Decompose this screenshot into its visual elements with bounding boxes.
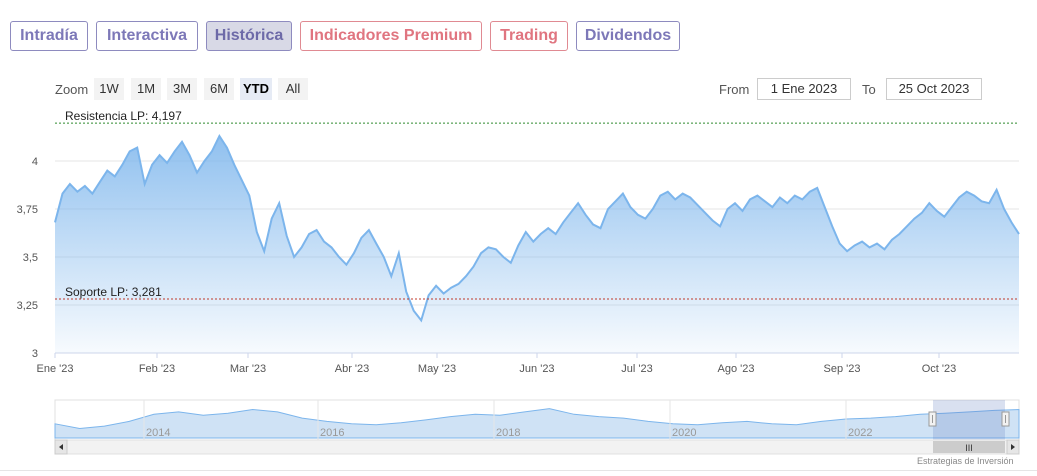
scroll-left-arrow-icon — [59, 444, 63, 450]
zoom-1m-button[interactable]: 1M — [131, 78, 161, 100]
zoom-1w-button[interactable]: 1W — [94, 78, 124, 100]
range-selector: Zoom 1W 1M 3M 6M YTD All From 1 Ene 2023… — [0, 77, 1037, 101]
x-tick-label: Feb '23 — [139, 363, 175, 375]
tab-trading[interactable]: Trading — [490, 21, 568, 51]
price-chart: Resistencia LP: 4,197 Soporte LP: 3,281 … — [17, 109, 1020, 375]
x-tick-label: Ago '23 — [718, 363, 755, 375]
navigator-year-label: 2022 — [848, 427, 872, 439]
x-tick-label: Jul '23 — [621, 363, 652, 375]
tab-dividendos[interactable]: Dividendos — [576, 21, 680, 51]
from-label: From — [719, 82, 750, 97]
zoom-ytd-button[interactable]: YTD — [240, 78, 272, 100]
to-date-input[interactable]: 25 Oct 2023 — [886, 78, 982, 100]
scroll-right-arrow-icon — [1011, 444, 1015, 450]
scrollbar-thumb[interactable] — [933, 441, 1005, 453]
x-tick-label: Abr '23 — [335, 363, 370, 375]
navigator-axis: 2014 2016 2018 2020 2022 — [143, 400, 872, 440]
resistance-label: Resistencia LP: 4,197 — [65, 109, 182, 123]
to-label: To — [862, 82, 876, 97]
series-line — [54, 133, 1020, 323]
navigator: 2014 2016 2018 2020 2022 III — [54, 399, 1020, 455]
navigator-year-label: 2014 — [146, 427, 170, 439]
x-tick-label: Sep '23 — [824, 363, 861, 375]
zoom-3m-button[interactable]: 3M — [167, 78, 197, 100]
y-tick-label: 3,5 — [23, 252, 38, 264]
chart-credit: Estrategias de Inversión — [917, 456, 1014, 466]
y-tick-label: 3,75 — [17, 204, 38, 216]
x-tick-label: Oct '23 — [922, 363, 957, 375]
x-tick-label: Mar '23 — [230, 363, 266, 375]
from-date-input[interactable]: 1 Ene 2023 — [757, 78, 851, 100]
y-tick-label: 3,25 — [17, 300, 38, 312]
navigator-series — [54, 408, 1020, 439]
scrollbar-track[interactable] — [54, 439, 1020, 455]
bottom-divider — [0, 470, 1037, 471]
zoom-label: Zoom — [55, 82, 89, 97]
zoom-all-button[interactable]: All — [278, 78, 308, 100]
navigator-year-label: 2020 — [672, 427, 696, 439]
y-tick-label: 3 — [32, 348, 38, 360]
zoom-6m-button[interactable]: 6M — [204, 78, 234, 100]
tab-historica[interactable]: Histórica — [206, 21, 292, 51]
x-tick-label: Jun '23 — [519, 363, 554, 375]
navigator-selection[interactable] — [933, 400, 1005, 440]
scrollbar-grip-icon: III — [965, 443, 973, 453]
tab-indicadores-premium[interactable]: Indicadores Premium — [300, 21, 482, 51]
support-label: Soporte LP: 3,281 — [65, 285, 162, 299]
x-tick-label: Ene '23 — [37, 363, 74, 375]
y-tick-label: 4 — [32, 156, 38, 168]
tab-intradia[interactable]: Intradía — [10, 21, 88, 51]
tab-interactiva[interactable]: Interactiva — [96, 21, 198, 51]
y-axis: 3 3,25 3,5 3,75 4 — [17, 156, 38, 360]
x-tick-label: May '23 — [418, 363, 456, 375]
navigator-year-label: 2016 — [320, 427, 344, 439]
navigator-year-label: 2018 — [496, 427, 520, 439]
x-axis: Ene '23 Feb '23 Mar '23 Abr '23 May '23 Jun '… — [37, 353, 957, 375]
